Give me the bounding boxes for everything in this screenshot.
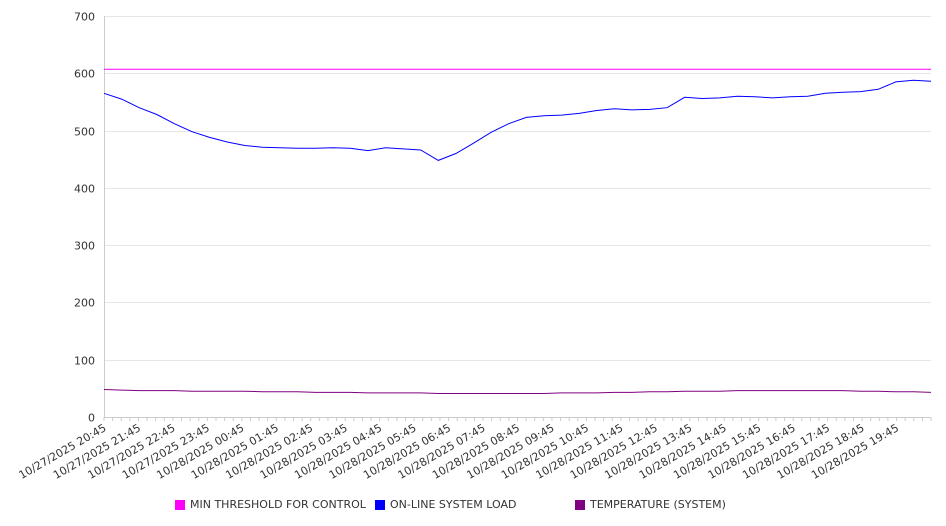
series-line-2 <box>103 389 932 394</box>
y-tick-label: 500 <box>74 126 95 139</box>
legend-swatch <box>375 499 385 510</box>
legend-label: MIN THRESHOLD FOR CONTROL <box>190 498 366 511</box>
legend-swatch <box>575 499 585 510</box>
legend-item-temperature[interactable]: TEMPERATURE (SYSTEM) <box>575 498 726 511</box>
y-tick-label: 200 <box>74 297 95 310</box>
y-tick-label: 300 <box>74 240 95 253</box>
legend-label: TEMPERATURE (SYSTEM) <box>590 498 726 511</box>
legend-label: ON-LINE SYSTEM LOAD <box>390 498 517 511</box>
series-line-1 <box>103 79 932 161</box>
y-tick-label: 400 <box>74 183 95 196</box>
legend-item-threshold[interactable]: MIN THRESHOLD FOR CONTROL <box>175 498 366 511</box>
legend-item-load[interactable]: ON-LINE SYSTEM LOAD <box>375 498 516 511</box>
y-tick-label: 700 <box>74 11 95 24</box>
y-tick-label: 100 <box>74 355 95 368</box>
legend-swatch <box>175 499 185 510</box>
y-tick-label: 0 <box>88 412 95 425</box>
y-tick-label: 600 <box>74 68 95 81</box>
